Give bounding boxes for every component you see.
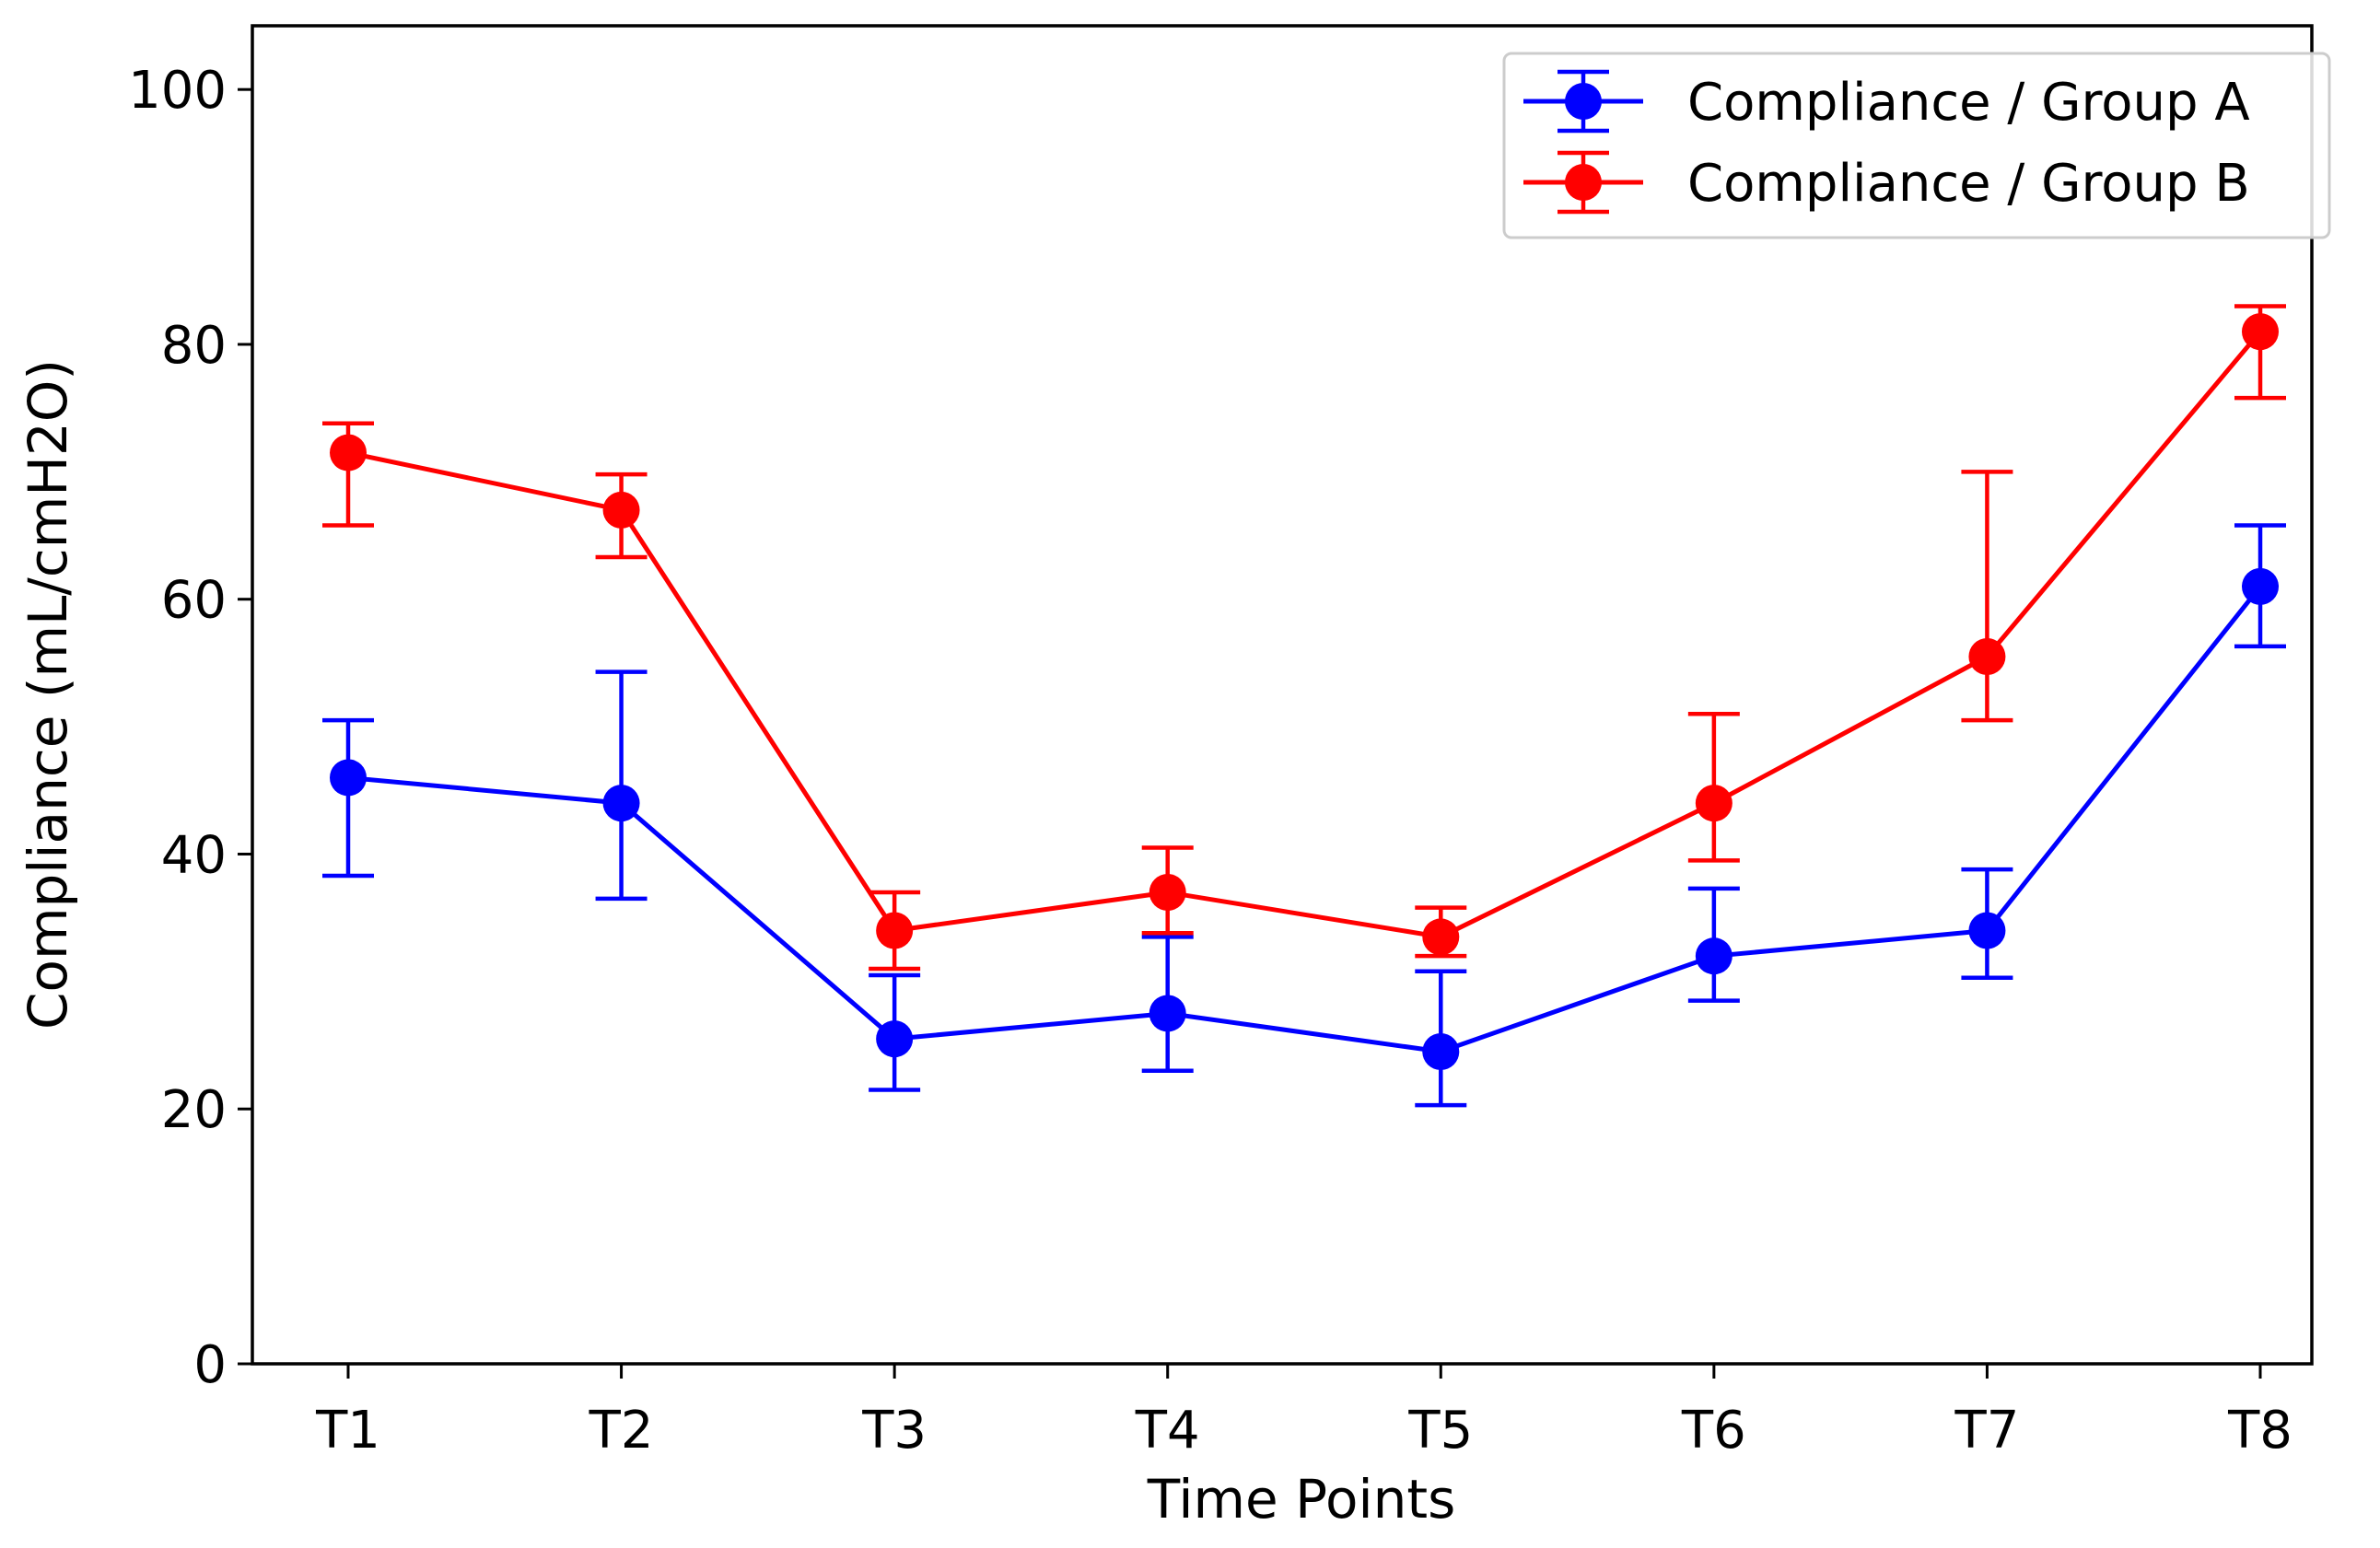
series-group-a — [322, 523, 2286, 1108]
data-point — [2242, 313, 2279, 351]
legend-box — [1502, 52, 2331, 239]
y-tick-label: 60 — [161, 571, 227, 631]
legend-label: Compliance / Group B — [1687, 154, 2250, 214]
plot-frame — [251, 24, 2314, 1366]
data-point — [1968, 637, 2006, 675]
y-axis-label: Compliance (mL/cmH2O) — [17, 359, 79, 1030]
data-point — [1695, 785, 1732, 822]
x-tick-label: T4 — [1135, 1401, 1200, 1461]
data-point — [2242, 567, 2279, 605]
data-point — [1968, 912, 2006, 949]
data-point — [330, 434, 367, 471]
legend-marker — [1565, 164, 1602, 201]
x-tick-label: T1 — [315, 1401, 380, 1461]
data-point — [602, 491, 640, 529]
y-tick-label: 80 — [161, 316, 227, 376]
series-line — [347, 330, 2262, 939]
data-point — [1422, 918, 1460, 956]
x-axis-label: Time Points — [1147, 1468, 1456, 1531]
legend-entry: Compliance / Group B — [1523, 150, 2250, 215]
y-tick-label: 20 — [161, 1080, 227, 1140]
data-point — [330, 759, 367, 797]
x-tick-label: T8 — [2227, 1401, 2292, 1461]
y-tick-label: 100 — [128, 61, 227, 121]
series-line — [347, 585, 2262, 1054]
x-tick-label: T7 — [1954, 1401, 2020, 1461]
data-point — [1149, 873, 1186, 911]
data-point — [1149, 995, 1186, 1032]
data-point — [876, 1020, 914, 1058]
legend-label: Compliance / Group A — [1687, 73, 2250, 133]
legend: Compliance / Group A Compliance / Group B — [1502, 52, 2331, 239]
legend-marker — [1565, 83, 1602, 120]
data-point — [602, 785, 640, 822]
data-point — [1422, 1032, 1460, 1070]
x-tick-label: T3 — [861, 1401, 927, 1461]
y-tick-label: 40 — [161, 825, 227, 885]
x-tick-label: T5 — [1407, 1401, 1473, 1461]
x-tick-label: T6 — [1681, 1401, 1746, 1461]
legend-entry: Compliance / Group A — [1523, 69, 2250, 134]
data-point — [876, 912, 914, 949]
data-point — [1695, 937, 1732, 975]
y-tick-label: 0 — [193, 1335, 227, 1395]
x-tick-label: T2 — [589, 1401, 654, 1461]
series-group-b — [322, 304, 2286, 972]
